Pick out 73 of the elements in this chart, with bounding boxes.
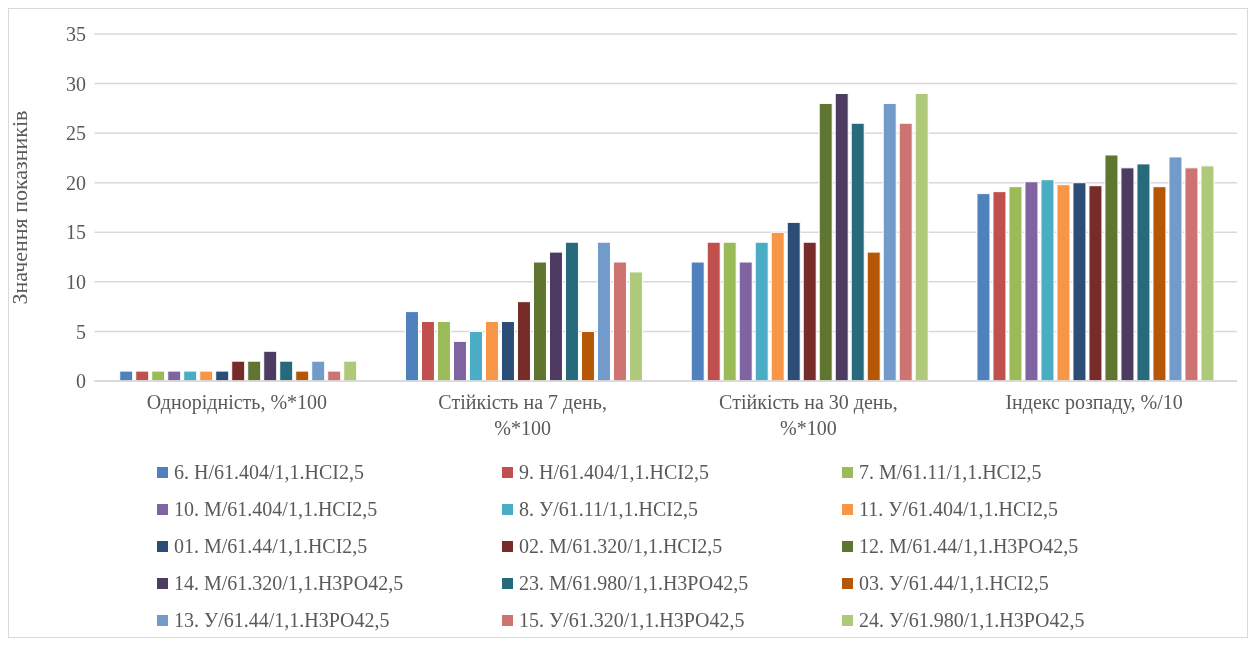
legend-label: 12. М/61.44/1,1.Н3РО42,5 [859, 535, 1079, 558]
y-tick-label: 30 [66, 72, 86, 95]
bar [596, 241, 611, 381]
bar [247, 360, 262, 381]
bar [564, 241, 579, 381]
y-tick-label: 0 [76, 370, 86, 393]
y-axis-title: Значення показників [6, 110, 32, 305]
y-tick-label: 35 [66, 23, 86, 46]
bar [404, 311, 419, 381]
bar [722, 241, 737, 381]
bar [770, 231, 785, 381]
bar [532, 261, 547, 381]
bar [834, 92, 849, 381]
y-tick-label: 25 [66, 122, 86, 145]
y-tick-label: 5 [76, 320, 86, 343]
bar [119, 370, 134, 381]
bar [135, 370, 150, 381]
bar [327, 370, 342, 381]
legend-label: 6. Н/61.404/1,1.НСІ2,5 [174, 461, 364, 484]
bar [786, 221, 801, 381]
bar [500, 321, 515, 381]
legend-label: 7. М/61.11/1,1.НСІ2,5 [859, 461, 1042, 484]
y-tick-label: 20 [66, 171, 86, 194]
bar [866, 251, 881, 381]
bar [343, 360, 358, 381]
bar [580, 330, 595, 381]
y-tick-label: 15 [66, 221, 86, 244]
bar [151, 370, 166, 381]
bar [754, 241, 769, 381]
bar [484, 321, 499, 381]
x-tick-label: Індекс розпаду, %/10 [1005, 391, 1183, 414]
bar [738, 261, 753, 381]
bar [914, 92, 929, 381]
bar [199, 370, 214, 381]
bar [628, 271, 643, 381]
legend-label: 9. Н/61.404/1,1.НСІ2,5 [519, 461, 709, 484]
x-tick-label: Стійкість на 7 день, %*100 [438, 391, 607, 439]
bar [183, 370, 198, 381]
bar [311, 360, 326, 381]
legend-label: 15. У/61.320/1,1.Н3РО42,5 [519, 609, 745, 632]
bar [898, 122, 913, 381]
legend-label: 13. У/61.44/1,1.Н3РО42,5 [174, 609, 390, 632]
bar [468, 330, 483, 381]
legend-label: 01. М/61.44/1,1.НСІ2,5 [174, 535, 368, 558]
bar [420, 321, 435, 381]
bar [279, 360, 294, 381]
legend-label: 02. М/61.320/1,1.НСІ2,5 [519, 535, 723, 558]
bar [295, 370, 310, 381]
legend-label: 10. М/61.404/1,1.НСІ2,5 [174, 498, 378, 521]
bar [882, 102, 897, 381]
bar [706, 241, 721, 381]
bar [436, 321, 451, 381]
legend-label: 03. У/61.44/1,1.НСІ2,5 [859, 572, 1049, 595]
bar [850, 122, 865, 381]
legend-label: 8. У/61.11/1,1.НСІ2,5 [519, 498, 698, 521]
bar [690, 261, 705, 381]
bar [167, 370, 182, 381]
bar [231, 360, 246, 381]
legend-label: 23. М/61.980/1,1.Н3РО42,5 [519, 572, 749, 595]
y-tick-label: 10 [66, 270, 86, 293]
x-tick-label: Однорідність, %*100 [146, 391, 328, 414]
bar [263, 350, 278, 381]
bar [516, 301, 531, 381]
x-tick-label: Стійкість на 30 день, %*100 [719, 391, 898, 439]
bar [612, 261, 627, 381]
bar [215, 370, 230, 381]
legend-label: 11. У/61.404/1,1.НСІ2,5 [859, 498, 1058, 521]
bar [548, 251, 563, 381]
bar [818, 102, 833, 381]
legend-label: 24. У/61.980/1,1.Н3РО42,5 [859, 609, 1085, 632]
legend-label: 14. М/61.320/1,1.Н3РО42,5 [174, 572, 404, 595]
bar [452, 340, 467, 381]
bar [802, 241, 817, 381]
